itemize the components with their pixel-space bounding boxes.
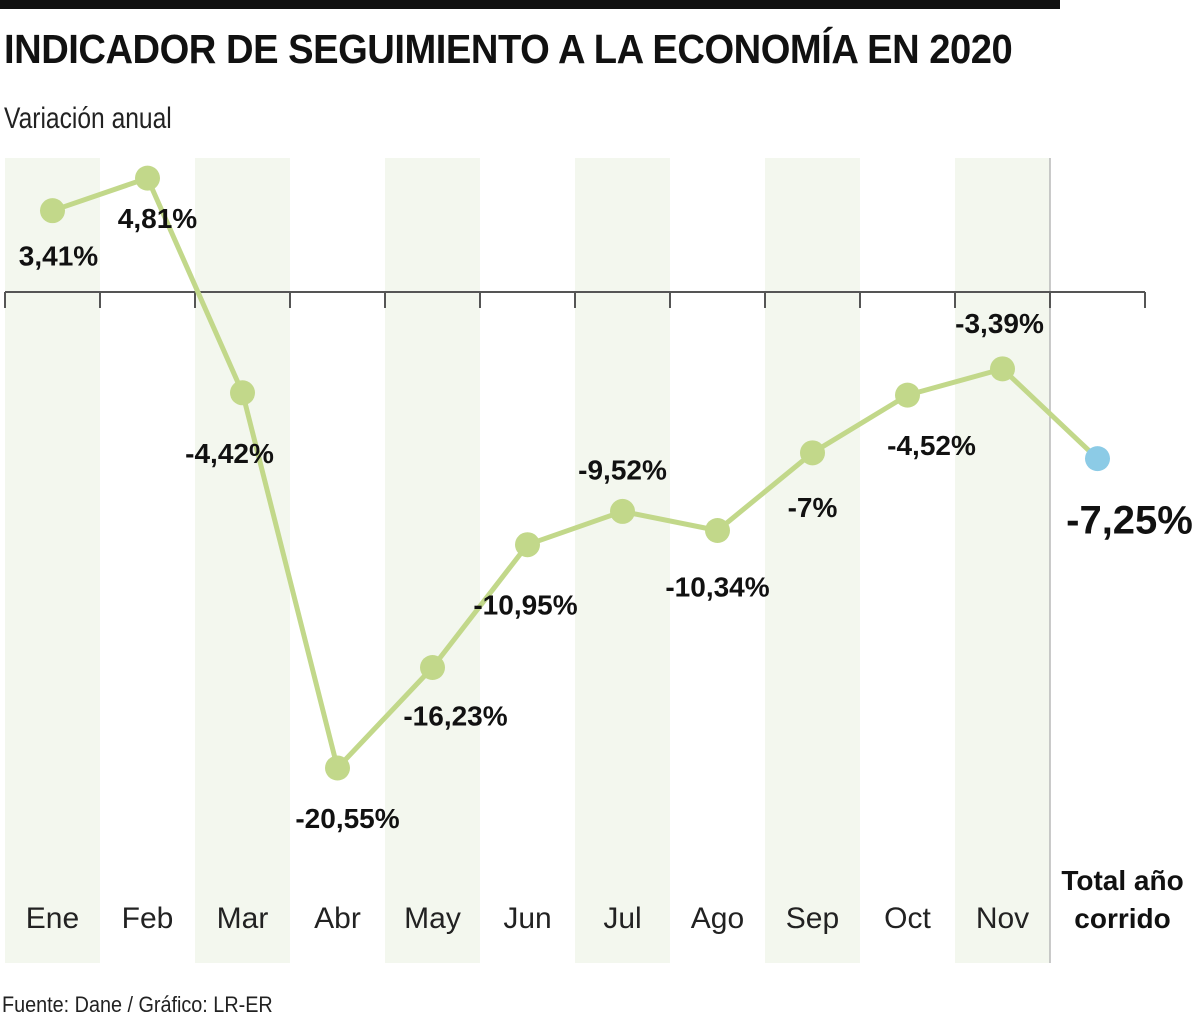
category-label: Ago: [691, 902, 744, 935]
value-label: -3,39%: [955, 308, 1044, 339]
chart-title: INDICADOR DE SEGUIMIENTO A LA ECONOMÍA E…: [4, 26, 1013, 72]
line-segment: [145, 175, 245, 396]
line-segment: [905, 366, 1005, 398]
column-band: [385, 158, 480, 963]
data-point: [325, 755, 350, 781]
line-segment: [240, 390, 340, 771]
column-band: [955, 158, 1050, 963]
column-band: [195, 158, 290, 963]
line-segment: [1000, 366, 1100, 462]
total-value-label: -7,25%: [1066, 499, 1193, 543]
value-label: -9,52%: [578, 454, 667, 485]
category-label: Ene: [26, 902, 79, 935]
series-line: [50, 175, 1100, 771]
value-label: -10,95%: [473, 590, 577, 621]
value-label: -16,23%: [403, 701, 507, 732]
category-label: Jun: [503, 902, 551, 935]
data-point: [705, 518, 730, 544]
data-point: [895, 382, 920, 408]
data-point: [420, 655, 445, 681]
line-segment: [525, 508, 625, 548]
top-rule: [0, 0, 1060, 9]
line-segment: [430, 542, 530, 671]
total-point: [1085, 446, 1110, 472]
total-category-label: corrido: [1074, 903, 1170, 934]
value-label: 3,41%: [19, 241, 98, 272]
data-point: [990, 356, 1015, 382]
data-point: [230, 380, 255, 406]
column-band: [5, 158, 100, 963]
line-segment: [335, 665, 435, 771]
line-segment: [810, 392, 910, 456]
value-label: -4,52%: [887, 430, 976, 461]
line-segment: [715, 450, 815, 534]
data-point: [135, 165, 160, 191]
chart-subtitle: Variación anual: [4, 102, 172, 135]
category-label: Abr: [314, 902, 361, 935]
category-label: May: [404, 902, 461, 935]
data-point: [610, 498, 635, 524]
data-markers: [40, 165, 1110, 781]
category-label: Oct: [884, 902, 931, 935]
column-band: [765, 158, 860, 963]
total-category-label: Total año: [1061, 865, 1183, 896]
category-labels: Ene Feb Mar Abr May Jun Jul Ago Sep Oct Nov Total a…: [26, 865, 1184, 935]
value-label: -10,34%: [665, 572, 769, 603]
data-point: [515, 532, 540, 558]
category-label: Mar: [217, 902, 269, 935]
line-segment: [50, 175, 150, 214]
value-label: 4,81%: [118, 203, 197, 234]
column-bands: [5, 158, 1051, 963]
category-label: Nov: [976, 902, 1029, 935]
column-band: [575, 158, 670, 963]
value-labels: 3,41% 4,81% -4,42% -20,55% -16,23% -10,95% -9,…: [19, 203, 1193, 834]
value-label: -20,55%: [295, 803, 399, 834]
source-note: Fuente: Dane / Gráfico: LR-ER: [2, 992, 273, 1017]
value-label: -4,42%: [185, 438, 274, 469]
value-label: -7%: [788, 492, 838, 523]
category-label: Sep: [786, 902, 839, 935]
line-segment: [620, 508, 720, 534]
category-label: Jul: [603, 902, 641, 935]
data-point: [40, 198, 65, 224]
data-point: [800, 440, 825, 466]
zero-axis: [4, 291, 1146, 308]
category-label: Feb: [122, 902, 174, 935]
